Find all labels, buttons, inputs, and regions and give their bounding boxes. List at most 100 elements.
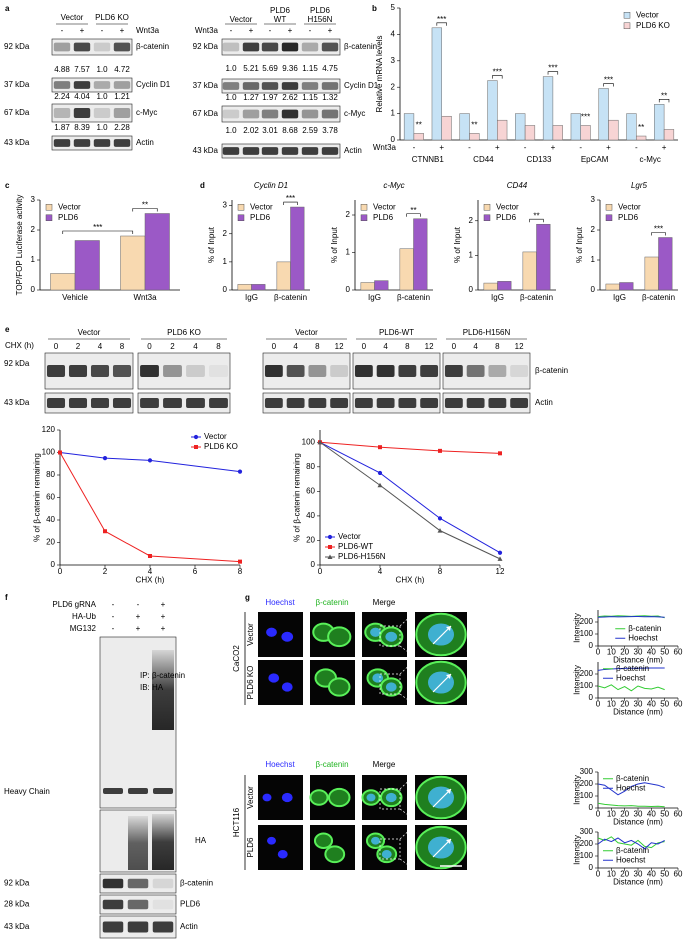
time-label: 0 bbox=[147, 342, 152, 351]
row-label: PLD6 KO bbox=[246, 666, 255, 700]
channel-label: Hoechst bbox=[265, 760, 295, 769]
nucleus bbox=[281, 792, 293, 803]
x-tick-label: 40 bbox=[647, 870, 656, 879]
y-tick-label: 100 bbox=[580, 791, 594, 800]
treatment-mark: - bbox=[101, 26, 104, 35]
data-line bbox=[597, 836, 665, 849]
x-tick-label: 0 bbox=[58, 567, 63, 576]
legend-label: PLD6 bbox=[496, 213, 517, 222]
bar bbox=[619, 282, 634, 291]
marker bbox=[328, 545, 332, 549]
x-tick-label: 40 bbox=[647, 648, 656, 657]
y-axis-label: % of Input bbox=[575, 226, 584, 263]
treatment-mark: + bbox=[120, 26, 125, 35]
time-label: 0 bbox=[272, 342, 277, 351]
marker bbox=[147, 458, 153, 463]
band bbox=[301, 42, 319, 52]
band bbox=[73, 81, 91, 89]
band bbox=[90, 365, 110, 377]
time-label: 8 bbox=[120, 342, 125, 351]
blot bbox=[442, 392, 531, 414]
quantification: 5.69 bbox=[262, 64, 278, 73]
x-axis-label: Distance (nm) bbox=[613, 817, 663, 826]
legend-label: Vector bbox=[250, 202, 273, 211]
x-tick-label: 50 bbox=[660, 810, 669, 819]
band bbox=[163, 365, 182, 377]
x-tick-label: - bbox=[579, 143, 582, 152]
channel-label: β-catenin bbox=[315, 598, 348, 607]
significance-label: ** bbox=[471, 121, 477, 130]
bar bbox=[374, 280, 389, 291]
band bbox=[488, 365, 507, 377]
y-tick-label: 0 bbox=[589, 803, 594, 812]
band bbox=[264, 365, 283, 377]
band bbox=[301, 109, 319, 119]
band bbox=[281, 109, 299, 119]
zoom-line bbox=[399, 774, 416, 790]
y-axis-label: % of β-catenin remaining bbox=[33, 453, 42, 542]
y-tick-label: 5 bbox=[391, 3, 396, 12]
x-tick-label: β-catenin bbox=[274, 293, 307, 302]
zoom-box bbox=[379, 788, 401, 810]
significance-bracket bbox=[283, 201, 298, 206]
y-tick-label: 3 bbox=[391, 56, 396, 65]
y-tick-label: 2 bbox=[223, 229, 228, 238]
nucleus bbox=[370, 627, 381, 637]
y-tick-label: 1 bbox=[591, 255, 596, 264]
legend-swatch bbox=[360, 204, 368, 211]
y-tick-label: 3 bbox=[591, 195, 596, 204]
x-tick-label: 4 bbox=[148, 567, 153, 576]
x-tick-label: β-catenin bbox=[397, 293, 430, 302]
legend-label: Vector bbox=[58, 202, 81, 211]
y-tick-label: 0 bbox=[311, 560, 316, 569]
legend-swatch bbox=[623, 12, 631, 19]
significance-label: *** bbox=[604, 76, 613, 85]
zoom-line bbox=[399, 824, 416, 840]
x-tick-label: 30 bbox=[634, 648, 643, 657]
x-tick-label: 10 bbox=[607, 700, 616, 709]
quantification: 1.87 bbox=[54, 123, 70, 132]
band bbox=[93, 81, 111, 89]
y-tick-label: 2 bbox=[31, 225, 36, 234]
significance-label: *** bbox=[654, 225, 663, 234]
band bbox=[163, 398, 182, 408]
y-tick-label: 0 bbox=[469, 285, 474, 294]
panel-label: f bbox=[5, 593, 8, 602]
y-axis-label: % of Input bbox=[330, 226, 339, 263]
nucleus bbox=[385, 792, 397, 803]
nucleus bbox=[267, 836, 276, 845]
bar bbox=[605, 283, 620, 291]
group-label: PLD6-WT bbox=[379, 328, 414, 337]
band bbox=[242, 109, 260, 119]
band bbox=[152, 878, 174, 889]
quantification: 1.0 bbox=[225, 64, 237, 73]
marker bbox=[194, 445, 198, 449]
bar bbox=[251, 284, 266, 291]
y-tick-label: 0 bbox=[391, 135, 396, 144]
kda-label: 43 kDa bbox=[4, 922, 30, 931]
significance-label: *** bbox=[437, 15, 446, 24]
legend-label: Hoechst bbox=[616, 673, 646, 682]
x-tick-label: - bbox=[413, 143, 416, 152]
protein-label: c-Myc bbox=[136, 108, 157, 117]
band bbox=[127, 921, 149, 933]
legend-label: Vector bbox=[496, 202, 519, 211]
protein-label: β-catenin bbox=[136, 42, 169, 51]
quantification: 2.62 bbox=[282, 93, 298, 102]
legend-swatch bbox=[360, 214, 368, 221]
group-label: CD133 bbox=[527, 155, 552, 164]
blot bbox=[51, 77, 133, 93]
y-tick-label: 20 bbox=[306, 536, 315, 545]
x-tick-label: 40 bbox=[647, 810, 656, 819]
treatment-mark: - bbox=[230, 26, 233, 35]
significance-bracket bbox=[436, 22, 447, 26]
y-axis-label: Relative mRNA levels bbox=[375, 36, 384, 113]
band bbox=[398, 398, 417, 408]
x-tick-label: 0 bbox=[596, 870, 601, 879]
band bbox=[102, 878, 124, 889]
band bbox=[53, 42, 71, 52]
band bbox=[222, 42, 240, 52]
legend-label: PLD6 KO bbox=[636, 21, 670, 30]
quantification: 1.32 bbox=[322, 93, 338, 102]
quantification: 1.27 bbox=[243, 93, 259, 102]
